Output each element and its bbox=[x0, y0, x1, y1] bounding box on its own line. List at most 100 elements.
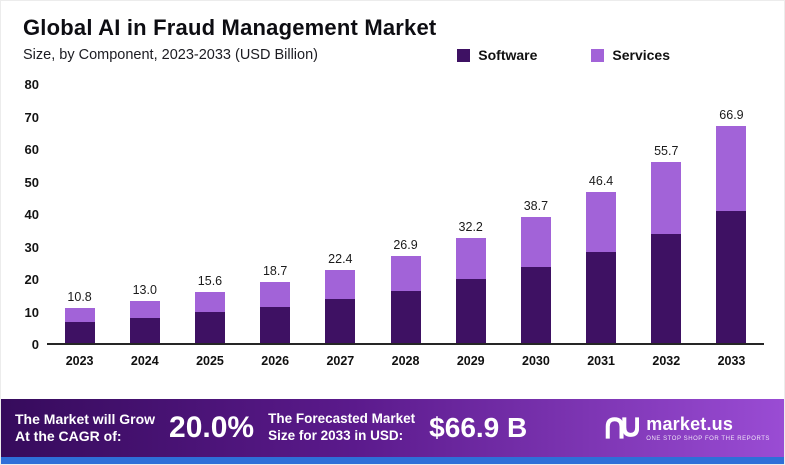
bar-segment-software bbox=[194, 312, 225, 343]
bar-total-label: 10.8 bbox=[67, 289, 92, 304]
bar-segment-software bbox=[129, 317, 160, 343]
chart-subtitle-row: Size, by Component, 2023-2033 (USD Billi… bbox=[23, 47, 762, 69]
cagr-label: The Market will Grow At the CAGR of: bbox=[15, 411, 155, 446]
bar-segment-software bbox=[64, 321, 95, 343]
y-axis-label: 50 bbox=[24, 174, 39, 190]
bar-stack bbox=[64, 307, 95, 343]
bar-group: 32.2 bbox=[438, 85, 503, 343]
bar-segment-services bbox=[64, 307, 95, 322]
bar-total-label: 55.7 bbox=[654, 144, 679, 159]
bar-stack bbox=[325, 270, 356, 343]
y-axis-label: 20 bbox=[24, 272, 39, 287]
bar-segment-software bbox=[586, 252, 617, 343]
x-axis-label: 2026 bbox=[261, 354, 290, 368]
bar-stack bbox=[260, 282, 291, 343]
chart-area: 0 10 20 30 40 50 60 70 80 10.8 13.0 15.6 18.7 22.4 26… bbox=[1, 77, 784, 368]
x-axis-label: 2030 bbox=[522, 354, 550, 368]
y-axis: 0 10 20 30 40 50 60 70 80 bbox=[11, 77, 47, 352]
bar-segment-services bbox=[194, 292, 225, 313]
x-axis-label: 2031 bbox=[587, 354, 615, 368]
x-axis-label: 2023 bbox=[65, 354, 94, 368]
x-axis-label: 2024 bbox=[130, 354, 159, 368]
forecast-label-line2: Size for 2033 in USD: bbox=[268, 428, 404, 443]
y-axis-label: 60 bbox=[24, 142, 39, 157]
bar-segment-services bbox=[325, 270, 356, 300]
bar-group: 15.6 bbox=[177, 85, 242, 343]
brand-text: market.us ONE STOP SHOP FOR THE REPORTS bbox=[646, 415, 770, 442]
x-axis: 2023 2024 2025 2026 2027 2028 2029 2030 2031 2032… bbox=[47, 354, 764, 368]
bar-total-label: 26.9 bbox=[393, 237, 418, 252]
bar-segment-software bbox=[520, 266, 551, 343]
brand-name: market.us bbox=[646, 413, 734, 434]
marketus-logo-icon bbox=[605, 417, 640, 439]
bar-segment-services bbox=[455, 238, 486, 279]
bar-segment-services bbox=[129, 300, 160, 318]
bottom-banner: The Market will Grow At the CAGR of: 20.… bbox=[1, 399, 784, 457]
chart-title: Global AI in Fraud Management Market bbox=[23, 15, 437, 40]
legend-label-services: Services bbox=[612, 47, 670, 63]
plot-column: 10.8 13.0 15.6 18.7 22.4 26.9 32.2 38.7 46.4 55.7… bbox=[47, 85, 764, 368]
x-axis-label: 2032 bbox=[652, 354, 681, 368]
bar-segment-services bbox=[651, 162, 682, 235]
bar-stack bbox=[194, 292, 225, 343]
bar-segment-software bbox=[716, 211, 747, 343]
legend-label-software: Software bbox=[478, 47, 538, 63]
bar-segment-software bbox=[455, 278, 486, 343]
bottom-accent-strip bbox=[1, 457, 784, 464]
chart-header: Global AI in Fraud Management Market Siz… bbox=[1, 1, 784, 69]
bar-group: 18.7 bbox=[243, 85, 308, 343]
bar-segment-services bbox=[716, 125, 747, 212]
bar-segment-services bbox=[586, 192, 617, 252]
legend-swatch-services bbox=[591, 48, 605, 62]
legend-item-services: Services bbox=[591, 47, 670, 63]
y-axis-label: 40 bbox=[24, 207, 39, 222]
chart-subtitle: Size, by Component, 2023-2033 (USD Billi… bbox=[23, 47, 318, 63]
bar-total-label: 18.7 bbox=[262, 264, 288, 279]
brand-tagline: ONE STOP SHOP FOR THE REPORTS bbox=[646, 435, 770, 442]
bar-total-label: 66.9 bbox=[719, 107, 744, 122]
legend-swatch-software bbox=[457, 48, 471, 62]
x-axis-label: 2028 bbox=[391, 354, 420, 368]
bar-group: 38.7 bbox=[503, 85, 568, 343]
bar-segment-software bbox=[260, 306, 291, 343]
bar-segment-services bbox=[260, 282, 291, 307]
x-axis-label: 2027 bbox=[326, 354, 355, 368]
forecast-label: The Forecasted Market Size for 2033 in U… bbox=[268, 411, 415, 445]
y-axis-label: 0 bbox=[31, 337, 39, 352]
bar-segment-services bbox=[520, 217, 551, 267]
x-axis-label: 2033 bbox=[717, 354, 746, 368]
bar-group: 22.4 bbox=[308, 85, 373, 343]
legend-item-software: Software bbox=[457, 47, 537, 63]
bar-group: 66.9 bbox=[699, 85, 764, 343]
brand-logo: market.us ONE STOP SHOP FOR THE REPORTS bbox=[605, 415, 770, 442]
y-axis-label: 10 bbox=[24, 304, 39, 320]
bar-segment-software bbox=[651, 234, 682, 343]
bar-group: 46.4 bbox=[569, 85, 634, 343]
bar-total-label: 13.0 bbox=[132, 282, 157, 297]
y-axis-label: 30 bbox=[24, 239, 39, 255]
plot-area: 10.8 13.0 15.6 18.7 22.4 26.9 32.2 38.7 46.4 55.7… bbox=[47, 85, 764, 345]
bar-group: 13.0 bbox=[112, 85, 177, 343]
bar-total-label: 15.6 bbox=[197, 274, 223, 289]
x-axis-label: 2029 bbox=[456, 354, 485, 368]
bar-segment-services bbox=[390, 255, 421, 291]
bar-stack bbox=[520, 217, 551, 343]
bar-total-label: 46.4 bbox=[588, 174, 614, 189]
y-axis-label: 80 bbox=[24, 77, 39, 92]
bar-group: 55.7 bbox=[634, 85, 699, 343]
cagr-value: 20.0% bbox=[169, 411, 255, 444]
bar-group: 26.9 bbox=[373, 85, 438, 343]
forecast-value: $66.9 B bbox=[429, 412, 528, 443]
bar-stack bbox=[586, 192, 617, 343]
bar-total-label: 32.2 bbox=[458, 220, 483, 235]
bar-segment-software bbox=[390, 290, 421, 343]
cagr-label-line1: The Market will Grow bbox=[15, 410, 156, 427]
bar-group: 10.8 bbox=[47, 85, 112, 343]
legend: Software Services bbox=[457, 47, 670, 63]
bar-total-label: 38.7 bbox=[523, 199, 549, 214]
bar-total-label: 22.4 bbox=[328, 252, 353, 267]
forecast-label-line1: The Forecasted Market bbox=[268, 411, 416, 427]
bar-stack bbox=[390, 255, 421, 343]
bar-stack bbox=[455, 238, 486, 343]
